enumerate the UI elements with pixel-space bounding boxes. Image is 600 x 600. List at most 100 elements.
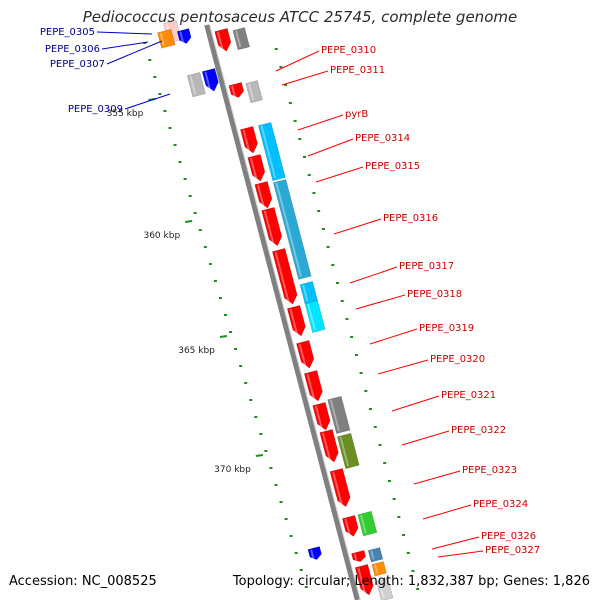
feature-shape [296, 340, 315, 369]
ruler-dot [193, 212, 197, 214]
feature-shine [310, 549, 315, 559]
ruler-dot [223, 314, 227, 316]
feature-shape [186, 72, 206, 98]
ruler-dot [254, 416, 258, 418]
feature-shape [371, 561, 387, 577]
ruler-dot [299, 569, 303, 571]
leader-line [307, 138, 354, 157]
tick-label: 360 kbp [143, 231, 180, 241]
gene-label: PEPE_0314 [355, 133, 410, 144]
feature-shape [201, 68, 219, 92]
feature-shine [306, 373, 316, 401]
feature-shine [353, 553, 358, 561]
orange-feature [157, 28, 176, 49]
ruler-dot [416, 588, 420, 590]
gene-label: PEPE_0320 [430, 354, 485, 365]
ruler-dot [383, 462, 387, 464]
genome-summary-text: Topology: circular; Length: 1,832,387 bp… [232, 574, 590, 589]
ruler-dot [208, 263, 212, 265]
ruler-dot [293, 120, 297, 122]
cds-arrow [296, 340, 315, 369]
cds-arrow [351, 550, 366, 562]
ruler-dot [373, 426, 377, 428]
gene-label: PEPE_0321 [441, 390, 496, 401]
ruler-dot [229, 331, 233, 333]
gray-feature [327, 395, 351, 434]
feature-shape [176, 28, 192, 44]
ruler-dot [354, 354, 358, 356]
accession-text: Accession: NC_008525 [9, 574, 157, 589]
gene-label: PEPE_0307 [50, 59, 105, 70]
gene-label: PEPE_0311 [330, 65, 385, 76]
gene-label: PEPE_0322 [451, 425, 506, 436]
ruler-dot [274, 48, 278, 50]
feature-shape [214, 28, 232, 52]
feature-shape [299, 281, 318, 305]
ruler-dot [359, 372, 363, 374]
feature-shine [204, 71, 212, 91]
gray-feature [375, 578, 394, 600]
left-cds-arrow [307, 546, 322, 560]
rna-feature [304, 300, 326, 333]
gene-label: PEPE_0318 [407, 289, 462, 300]
feature-shape [228, 82, 245, 98]
feature-shine [332, 471, 343, 506]
gene-label: PEPE_0319 [419, 323, 474, 334]
leader-line [431, 536, 480, 550]
leader-line [437, 550, 484, 558]
ruler-dot [378, 444, 382, 446]
cds-arrow [247, 154, 266, 182]
tick-mark [185, 220, 193, 223]
feature-shape [261, 207, 283, 247]
feature-shine [249, 157, 258, 181]
ruler-dot [392, 498, 396, 500]
backbone-line [204, 24, 360, 600]
feature-shine [329, 399, 340, 432]
feature-shape [258, 122, 286, 182]
feature-shape [329, 468, 351, 508]
green-feature [357, 510, 378, 537]
leader-line [275, 50, 320, 72]
feature-shape [247, 154, 266, 182]
ruler-dot [336, 282, 340, 284]
leader-line [297, 114, 344, 131]
feature-shape [272, 179, 312, 280]
feature-shape [307, 546, 322, 560]
ruler-dot [288, 102, 292, 104]
feature-shape [240, 126, 258, 154]
leader-line [355, 294, 406, 310]
gene-label: PEPE_0310 [321, 45, 376, 56]
feature-shape [157, 28, 176, 49]
orange-feature [371, 561, 387, 577]
feature-shine [374, 564, 379, 574]
cds-arrow [354, 564, 374, 596]
leader-line [96, 31, 153, 35]
feature-shape [304, 300, 326, 333]
feature-shine [248, 83, 255, 101]
ruler-dot [402, 534, 406, 536]
ruler-dot [178, 161, 182, 163]
cds-arrow [319, 429, 339, 463]
feature-shape [354, 564, 374, 596]
ruler-dot [364, 390, 368, 392]
leader-line [422, 504, 472, 520]
feature-shine [260, 125, 277, 179]
feature-shine [339, 436, 350, 467]
feature-shine [242, 129, 251, 153]
feature-shine [378, 581, 385, 599]
gene-label: PEPE_0317 [399, 261, 454, 272]
feature-shine [274, 251, 290, 304]
leader-line [281, 70, 329, 86]
gene-label: PEPE_0323 [462, 465, 517, 476]
ruler-dot [303, 156, 307, 158]
ruler-dot [168, 127, 172, 129]
feature-shape [232, 27, 250, 51]
ruler-dot [239, 365, 243, 367]
map-title: Pediococcus pentosaceus ATCC 25745, comp… [82, 8, 518, 26]
feature-shine [298, 343, 307, 368]
leader-line [413, 470, 461, 485]
ruler-dot [331, 264, 335, 266]
feature-shape [367, 547, 384, 563]
ruler-dot [163, 110, 167, 112]
